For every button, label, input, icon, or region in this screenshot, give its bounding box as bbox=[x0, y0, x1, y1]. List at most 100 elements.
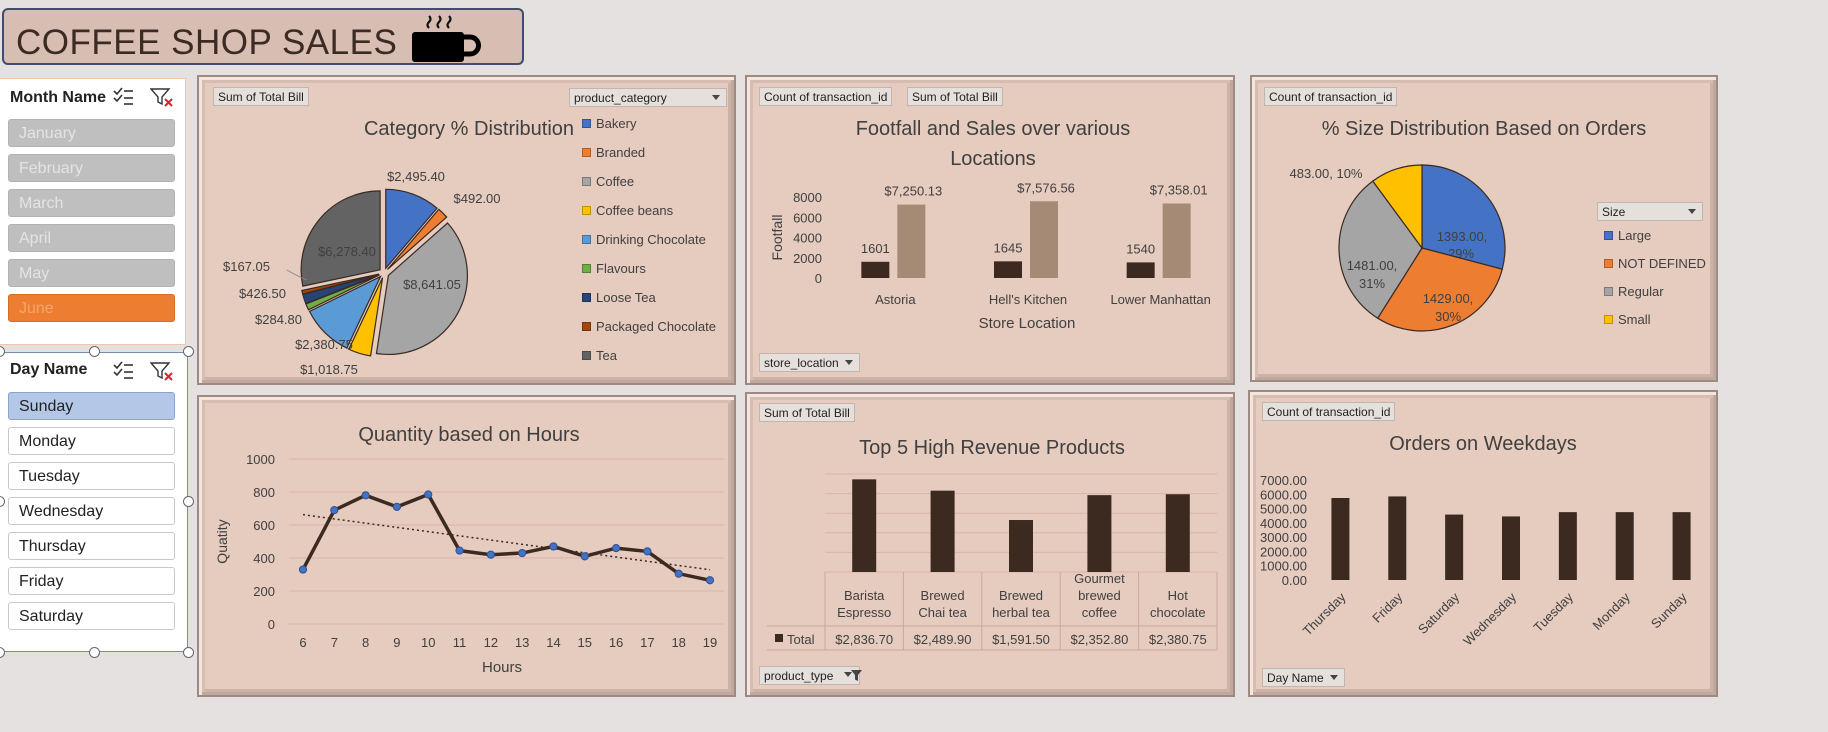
month-item-january[interactable]: January bbox=[8, 119, 175, 147]
data-label: $2,489.90 bbox=[914, 632, 972, 647]
dashboard-title: COFFEE SHOP SALES bbox=[16, 23, 398, 62]
x-tick-label: Sunday bbox=[1648, 589, 1690, 631]
top5-products-chart[interactable]: Sum of Total Bill product_type Top 5 Hig… bbox=[745, 392, 1235, 697]
legend-field-button[interactable]: Size bbox=[1597, 202, 1703, 221]
month-item-april[interactable]: April bbox=[8, 224, 175, 252]
day-item-thursday[interactable]: Thursday bbox=[8, 532, 175, 560]
chart-title: Orders on Weekdays bbox=[1389, 433, 1577, 455]
axis-field-button[interactable]: store_location bbox=[759, 353, 860, 372]
chart-title: Locations bbox=[950, 148, 1036, 170]
legend-item-small[interactable]: Small bbox=[1604, 312, 1651, 327]
multi-select-icon[interactable] bbox=[112, 87, 134, 105]
legend-item-coffee[interactable]: Coffee bbox=[582, 174, 634, 189]
value-field-button[interactable]: Count of transaction_id bbox=[759, 87, 893, 106]
data-point bbox=[361, 491, 370, 500]
axis-field-button[interactable]: Day Name bbox=[1262, 668, 1345, 687]
resize-handle[interactable] bbox=[183, 647, 194, 658]
pie-slice-tea bbox=[300, 190, 381, 287]
size-distribution-chart[interactable]: Count of transaction_id Size % Size Dist… bbox=[1250, 75, 1718, 382]
day-item-friday[interactable]: Friday bbox=[8, 567, 175, 595]
data-label: $1,018.75 bbox=[300, 362, 358, 377]
legend-swatch bbox=[1604, 231, 1613, 240]
legend-swatch bbox=[582, 177, 591, 186]
x-tick-label: 14 bbox=[546, 635, 560, 650]
x-tick-label: Thursday bbox=[1300, 589, 1349, 638]
month-item-june[interactable]: June bbox=[8, 294, 175, 322]
month-slicer-title: Month Name bbox=[10, 89, 106, 106]
legend-item-tea[interactable]: Tea bbox=[582, 348, 617, 363]
data-point bbox=[643, 547, 652, 556]
data-label: $6,278.40 bbox=[318, 244, 376, 259]
x-tick-label: Chai tea bbox=[918, 605, 967, 620]
legend-item-branded[interactable]: Branded bbox=[582, 145, 645, 160]
data-point bbox=[330, 506, 339, 515]
data-label: $284.80 bbox=[255, 312, 302, 327]
day-item-wednesday[interactable]: Wednesday bbox=[8, 497, 175, 525]
legend-item-regular[interactable]: Regular bbox=[1604, 284, 1664, 299]
month-item-march[interactable]: March bbox=[8, 189, 175, 217]
resize-handle[interactable] bbox=[89, 346, 100, 357]
pie-slice-packaged-chocolate bbox=[301, 273, 380, 295]
day-slicer: Day Name Sunday Monday Tuesday Wednesday Thu… bbox=[0, 352, 188, 652]
day-item-sunday[interactable]: Sunday bbox=[8, 392, 175, 420]
data-point bbox=[705, 576, 715, 585]
value-field-button[interactable]: Sum of Total Bill bbox=[213, 87, 309, 106]
data-label: 1540 bbox=[1126, 241, 1155, 256]
chart-title: % Size Distribution Based on Orders bbox=[1322, 118, 1647, 140]
category-distribution-chart[interactable]: Sum of Total Bill product_category Categ… bbox=[197, 75, 736, 385]
chart-title: Top 5 High Revenue Products bbox=[859, 437, 1125, 459]
legend-item-drinking-chocolate[interactable]: Drinking Chocolate bbox=[582, 232, 706, 247]
data-label: $426.50 bbox=[239, 286, 286, 301]
data-label: $2,495.40 bbox=[387, 169, 445, 184]
x-tick-label: Lower Manhattan bbox=[1110, 292, 1210, 307]
y-tick-label: 200 bbox=[253, 584, 275, 599]
value-field-button[interactable]: Count of transaction_id bbox=[1262, 402, 1396, 421]
resize-handle[interactable] bbox=[183, 496, 194, 507]
value-field-button[interactable]: Sum of Total Bill bbox=[907, 87, 1003, 106]
weekday-orders-chart[interactable]: Count of transaction_id Day Name Orders … bbox=[1248, 390, 1718, 697]
legend-label: Small bbox=[1618, 312, 1651, 327]
pie-slice-small bbox=[1371, 164, 1423, 250]
data-label: $2,836.70 bbox=[835, 632, 893, 647]
legend-swatch bbox=[582, 119, 591, 128]
top5-bar-svg: Top 5 High Revenue Products Barista Espres… bbox=[767, 437, 1218, 651]
x-tick-label: 6 bbox=[299, 635, 306, 650]
multi-select-icon[interactable] bbox=[112, 361, 134, 379]
clear-filter-icon[interactable] bbox=[150, 361, 174, 381]
data-label: $7,358.01 bbox=[1150, 183, 1208, 198]
footfall-sales-chart[interactable]: Count of transaction_id Sum of Total Bil… bbox=[745, 75, 1235, 385]
bar bbox=[1331, 498, 1350, 580]
bar bbox=[1502, 516, 1520, 580]
legend-item-bakery[interactable]: Bakery bbox=[582, 116, 636, 131]
y-tick-label: 1000 bbox=[246, 452, 275, 467]
x-tick-label: 11 bbox=[453, 635, 467, 650]
x-tick-label: Hot bbox=[1168, 588, 1189, 603]
quantity-hours-chart[interactable]: Quantity based on Hours 0 200 400 600 800 1000… bbox=[197, 395, 736, 697]
filter-dropdown-icon[interactable] bbox=[843, 668, 863, 684]
clear-filter-icon[interactable] bbox=[150, 87, 174, 107]
bar bbox=[1445, 514, 1464, 580]
legend-label: Tea bbox=[596, 348, 617, 363]
value-field-button[interactable]: Sum of Total Bill bbox=[759, 403, 855, 422]
day-item-tuesday[interactable]: Tuesday bbox=[8, 462, 175, 490]
axis-field-button[interactable]: product_type bbox=[759, 666, 861, 685]
month-item-may[interactable]: May bbox=[8, 259, 175, 287]
legend-field-button[interactable]: product_category bbox=[569, 88, 727, 107]
legend-item-not-defined[interactable]: NOT DEFINED bbox=[1604, 256, 1706, 271]
legend-item-large[interactable]: Large bbox=[1604, 228, 1651, 243]
value-field-button[interactable]: Count of transaction_id bbox=[1264, 87, 1398, 106]
resize-handle[interactable] bbox=[183, 346, 194, 357]
resize-handle[interactable] bbox=[89, 647, 100, 658]
legend-item-coffee-beans[interactable]: Coffee beans bbox=[582, 203, 673, 218]
legend-label: Bakery bbox=[596, 116, 637, 131]
day-item-saturday[interactable]: Saturday bbox=[8, 602, 175, 630]
legend-key bbox=[775, 634, 783, 642]
day-item-monday[interactable]: Monday bbox=[8, 427, 175, 455]
bar bbox=[1558, 512, 1577, 580]
month-item-february[interactable]: February bbox=[8, 154, 175, 182]
y-axis-title: Footfall bbox=[769, 215, 785, 261]
legend-item-flavours[interactable]: Flavours bbox=[582, 261, 646, 276]
pie-slice-drinking-chocolate bbox=[308, 275, 382, 349]
legend-item-loose-tea[interactable]: Loose Tea bbox=[582, 290, 656, 305]
legend-item-packaged-chocolate[interactable]: Packaged Chocolate bbox=[582, 319, 716, 334]
